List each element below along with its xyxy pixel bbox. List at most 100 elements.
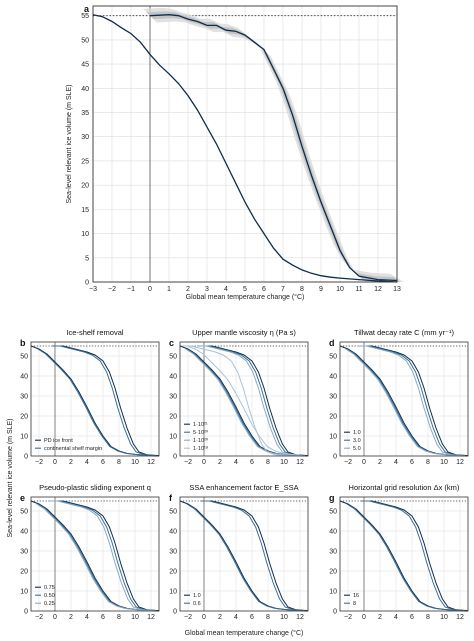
panel-letter: g	[329, 493, 335, 503]
y-tick-label: 40	[169, 373, 177, 380]
x-tick-label: −2	[344, 459, 352, 466]
x-tick-label: 11	[355, 286, 362, 293]
y-tick-label: 50	[329, 508, 337, 515]
series-line-lower	[187, 345, 300, 456]
panel-letter: d	[329, 338, 335, 348]
panel-title: Tillwat decay rate C (mm yr⁻¹)	[354, 328, 454, 337]
panel-letter: a	[84, 4, 90, 14]
series-line-upper	[149, 14, 398, 282]
legend-label: 0.25	[44, 601, 55, 607]
x-tick-label: 0	[362, 614, 366, 621]
y-tick-label: 10	[169, 588, 177, 595]
x-tick-label: 4	[85, 459, 89, 466]
y-tick-label: 0	[24, 608, 28, 615]
panel-title: Ice-shelf removal	[66, 328, 123, 337]
y-tick-label: 30	[20, 393, 28, 400]
x-axis-label: Global mean temperature change (°C)	[186, 293, 305, 301]
x-tick-label: 0	[148, 286, 152, 293]
series-line-upper	[364, 500, 469, 612]
series-line-upper	[204, 345, 309, 457]
y-tick-label: 20	[20, 568, 28, 575]
x-tick-label: 12	[296, 614, 304, 621]
x-tick-label: 4	[234, 614, 238, 621]
x-tick-label: 6	[101, 459, 105, 466]
x-tick-label: 2	[69, 459, 73, 466]
legend-label: 0.6	[193, 601, 201, 607]
y-tick-label: 10	[329, 588, 337, 595]
y-tick-label: 15	[81, 207, 89, 214]
y-tick-label: 40	[329, 528, 337, 535]
x-tick-label: 8	[300, 286, 304, 293]
panel-c: c Upper mantle viscosity η (Pa s) −2 0 2 4 6 8 1…	[169, 328, 309, 466]
legend-label: 0.75	[44, 585, 55, 591]
series-line-upper	[361, 500, 466, 612]
series-line-lower	[185, 348, 306, 457]
legend-label: 3.0	[353, 438, 361, 444]
plot-frame	[92, 5, 398, 283]
panel-f: f SSA enhancement factor E_SSA −2 0 2 4 6 8 10 12…	[169, 483, 309, 621]
series-group	[92, 14, 398, 283]
y-tick-label: 10	[169, 433, 177, 440]
x-tick-label: 4	[85, 614, 89, 621]
x-tick-label: 10	[280, 614, 288, 621]
legend-label: 5.0	[353, 446, 361, 452]
legend-label: 1·10¹⁸	[193, 445, 208, 452]
x-tick-label: 12	[456, 459, 464, 466]
y-tick-label: 50	[329, 353, 337, 360]
x-tick-label: 6	[410, 459, 414, 466]
x-tick-label: 3	[205, 286, 209, 293]
panel-a: a −3 −2 −1 0 1 2 3 4 5 6 7 8 9 10 11 12 13 0510152025303…	[66, 4, 404, 301]
series-line-upper	[183, 345, 288, 457]
plot-frame	[30, 496, 160, 612]
series-line-lower	[36, 503, 157, 612]
series-line-lower	[92, 14, 398, 283]
y-tick-label: 0	[85, 280, 89, 287]
y-tick-label: 20	[329, 413, 337, 420]
y-axis-label: Sea-level relevant ice volume (m SLE)	[66, 84, 73, 203]
series-line-upper	[361, 345, 466, 457]
x-tick-label: 7	[281, 286, 285, 293]
legend-label: 1·10²¹	[193, 422, 208, 428]
series-line-lower	[37, 348, 158, 457]
y-tick-label: 5	[85, 255, 89, 262]
series-line-lower	[345, 348, 466, 457]
y-tick-label: 30	[169, 393, 177, 400]
x-tick-label: −2	[108, 286, 116, 293]
x-tick-label: 4	[394, 459, 398, 466]
y-tick-label: 30	[329, 393, 337, 400]
series-line-lower	[346, 503, 467, 612]
x-tick-label: 8	[426, 459, 430, 466]
series-line-upper	[201, 345, 306, 457]
y-tick-label: 20	[329, 568, 337, 575]
panel-letter: e	[20, 493, 25, 503]
panel-letter: c	[169, 338, 174, 348]
x-tick-label: 4	[224, 286, 228, 293]
y-tick-label: 50	[169, 508, 177, 515]
band-area	[146, 11, 401, 282]
x-tick-label: 10	[131, 614, 139, 621]
x-tick-label: 0	[53, 614, 57, 621]
y-tick-label: 30	[81, 134, 89, 141]
y-tick-label: 10	[20, 433, 28, 440]
x-tick-label: 4	[394, 614, 398, 621]
legend-label: PD ice front	[44, 438, 73, 444]
x-tick-label: 13	[393, 286, 401, 293]
x-tick-label: 12	[456, 614, 464, 621]
y-tick-label: 20	[169, 413, 177, 420]
legend-label: 8	[353, 601, 356, 607]
x-tick-label: 12	[147, 459, 155, 466]
x-tick-label: 2	[378, 614, 382, 621]
y-tick-label: 30	[169, 548, 177, 555]
series-line-upper	[52, 500, 157, 612]
plot-frame	[30, 341, 160, 457]
y-tick-label: 40	[329, 373, 337, 380]
y-tick-label: 0	[173, 608, 177, 615]
x-tick-label: 9	[319, 286, 323, 293]
x-tick-label: 6	[250, 459, 254, 466]
y-tick-label: 40	[20, 528, 28, 535]
series-line-upper	[55, 500, 160, 612]
panel-letter: f	[169, 493, 173, 503]
x-tick-label: 0	[362, 459, 366, 466]
